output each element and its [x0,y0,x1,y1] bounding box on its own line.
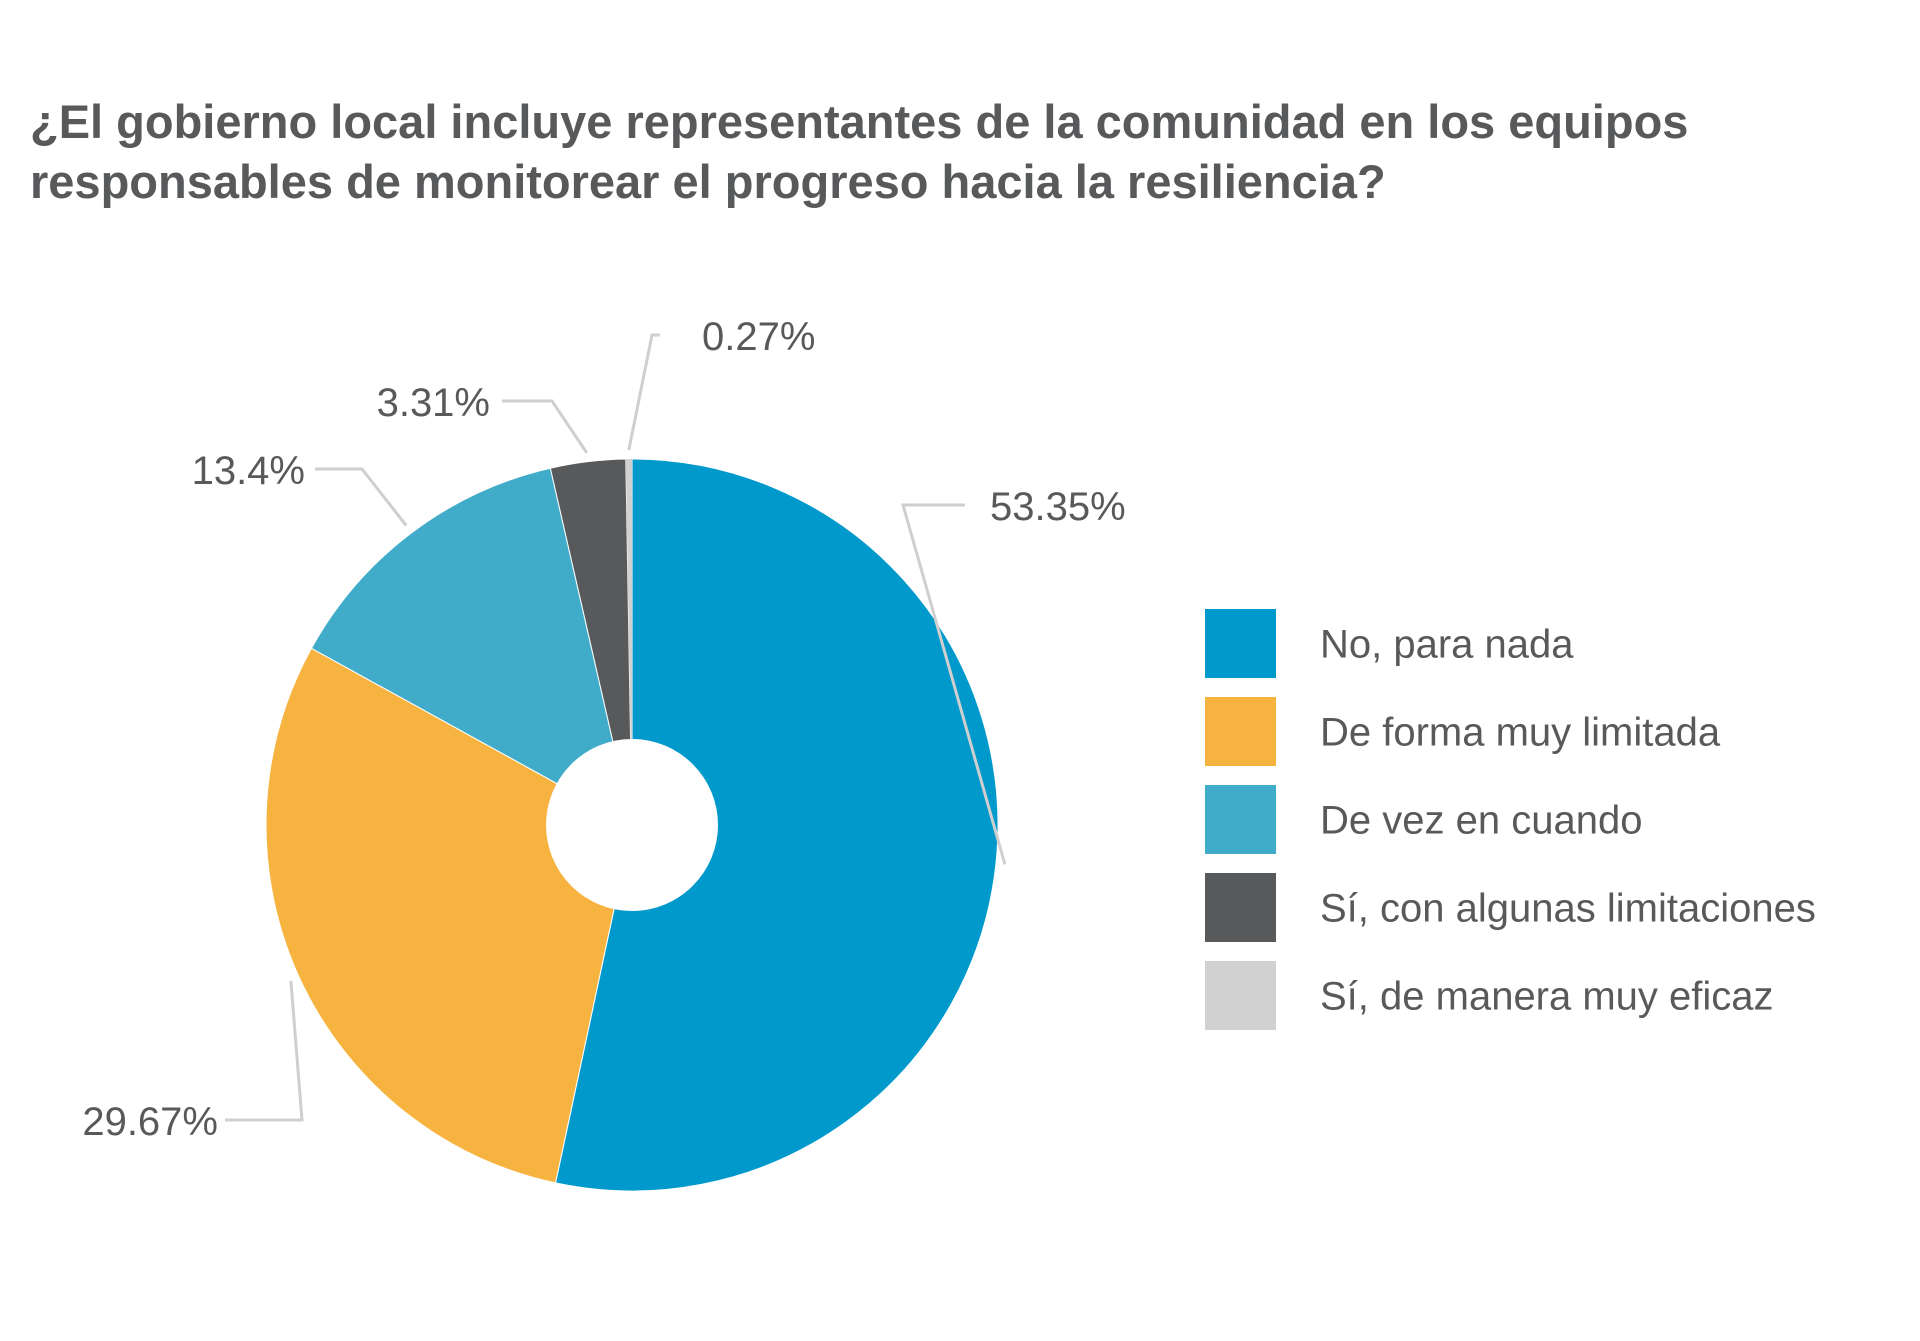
data-label-si-de-manera-muy-eficaz: 0.27% [702,315,815,359]
data-label-si-con-algunas-limitaciones: 3.31% [377,381,490,425]
callout-line-si-de-manera-muy-eficaz [627,333,660,451]
pie-slice-si-con-algunas-limitaciones [549,458,633,826]
legend-swatch-si-de-manera-muy-eficaz [1205,961,1276,1030]
legend-swatch-no-para-nada [1205,609,1276,678]
donut-hole [546,739,718,911]
callout-line-no-para-nada [901,503,1007,865]
chart-title: ¿El gobierno local incluye representante… [30,92,1910,212]
legend-label-si-de-manera-muy-eficaz: Sí, de manera muy eficaz [1320,975,1774,1019]
data-label-no-para-nada: 53.35% [990,485,1126,529]
legend-label-de-vez-en-cuando: De vez en cuando [1320,799,1642,843]
pie-slice-de-forma-muy-limitada [265,647,633,1184]
data-label-de-vez-en-cuando: 13.4% [192,449,305,493]
callout-line-de-forma-muy-limitada [225,980,304,1122]
chart-title-line-1: ¿El gobierno local incluye representante… [30,95,1689,148]
data-label-de-forma-muy-limitada: 29.67% [82,1100,218,1144]
pie-slices [265,458,999,1192]
pie-slice-si-de-manera-muy-eficaz [625,459,632,825]
legend-swatch-de-vez-en-cuando [1205,785,1276,854]
legend: No, para nada De forma muy limitada De vez… [1205,609,1816,1030]
callout-line-de-vez-en-cuando [315,467,408,527]
pie-slice-de-vez-en-cuando [310,467,633,826]
legend-label-de-forma-muy-limitada: De forma muy limitada [1320,711,1721,755]
legend-label-si-con-algunas-limitaciones: Sí, con algunas limitaciones [1320,887,1816,931]
callout-line-si-con-algunas-limitaciones [502,399,588,454]
slice-callouts: 53.35% 29.67% 13.4% 3.31% 0.27% [82,315,1125,1144]
pie-slice-no-para-nada [554,458,999,1192]
legend-swatch-si-con-algunas-limitaciones [1205,873,1276,942]
chart-title-line-2: responsables de monitorear el progreso h… [30,155,1386,208]
legend-swatch-de-forma-muy-limitada [1205,697,1276,766]
legend-label-no-para-nada: No, para nada [1320,623,1574,667]
